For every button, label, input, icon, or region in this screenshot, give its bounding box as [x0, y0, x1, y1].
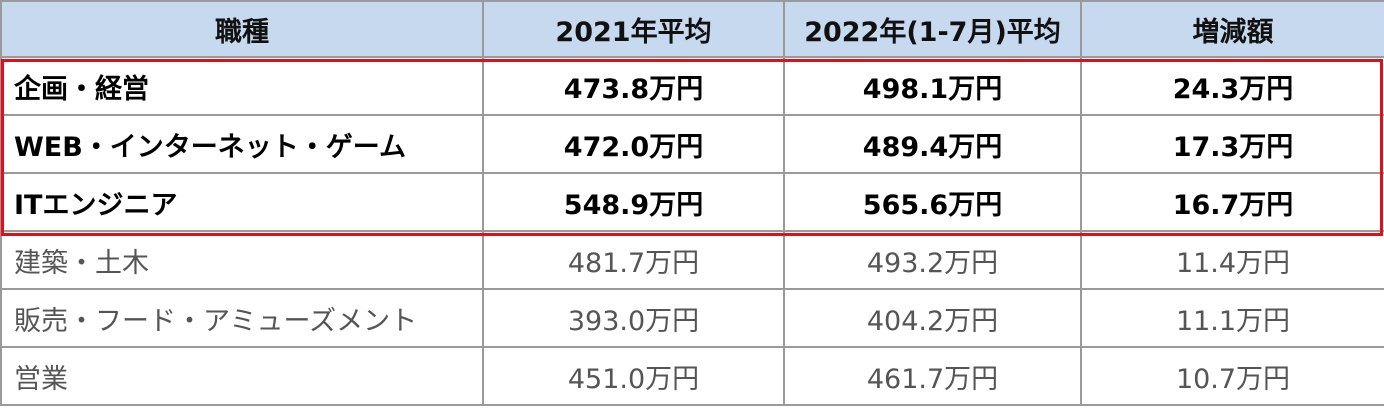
job-cell: 建築・土木	[0, 230, 484, 290]
job-cell: ITエンジニア	[0, 172, 484, 232]
header-cell: 2022年(1-7月)平均	[783, 0, 1082, 58]
value-cell: 11.4万円	[1080, 230, 1384, 290]
value-cell: 10.7万円	[1080, 346, 1384, 406]
value-cell: 548.9万円	[482, 172, 785, 232]
table-body: 企画・経営 473.8万円 498.1万円 24.3万円 WEB・インターネット・ゲーム…	[0, 56, 1384, 406]
value-cell: 565.6万円	[783, 172, 1082, 232]
table-row: WEB・インターネット・ゲーム 472.0万円 489.4万円 17.3万円	[0, 114, 1384, 174]
job-cell: 企画・経営	[0, 56, 484, 116]
job-cell: 営業	[0, 346, 484, 406]
header-row: 職種 2021年平均 2022年(1-7月)平均 増減額	[0, 0, 1384, 58]
value-cell: 493.2万円	[783, 230, 1082, 290]
header-cell: 2021年平均	[482, 0, 785, 58]
value-cell: 451.0万円	[482, 346, 785, 406]
value-cell: 473.8万円	[482, 56, 785, 116]
table-row: 企画・経営 473.8万円 498.1万円 24.3万円	[0, 56, 1384, 116]
value-cell: 24.3万円	[1080, 56, 1384, 116]
salary-table: 職種 2021年平均 2022年(1-7月)平均 増減額 企画・経営 473.8万円 49…	[0, 0, 1384, 406]
table-row: 販売・フード・アミューズメント 393.0万円 404.2万円 11.1万円	[0, 288, 1384, 348]
value-cell: 472.0万円	[482, 114, 785, 174]
value-cell: 16.7万円	[1080, 172, 1384, 232]
job-cell: WEB・インターネット・ゲーム	[0, 114, 484, 174]
table-row: ITエンジニア 548.9万円 565.6万円 16.7万円	[0, 172, 1384, 232]
value-cell: 498.1万円	[783, 56, 1082, 116]
value-cell: 17.3万円	[1080, 114, 1384, 174]
value-cell: 404.2万円	[783, 288, 1082, 348]
value-cell: 461.7万円	[783, 346, 1082, 406]
header-cell: 職種	[0, 0, 484, 58]
header-cell: 増減額	[1080, 0, 1384, 58]
value-cell: 393.0万円	[482, 288, 785, 348]
value-cell: 481.7万円	[482, 230, 785, 290]
table-row: 営業 451.0万円 461.7万円 10.7万円	[0, 346, 1384, 406]
value-cell: 489.4万円	[783, 114, 1082, 174]
value-cell: 11.1万円	[1080, 288, 1384, 348]
table-row: 建築・土木 481.7万円 493.2万円 11.4万円	[0, 230, 1384, 290]
job-cell: 販売・フード・アミューズメント	[0, 288, 484, 348]
